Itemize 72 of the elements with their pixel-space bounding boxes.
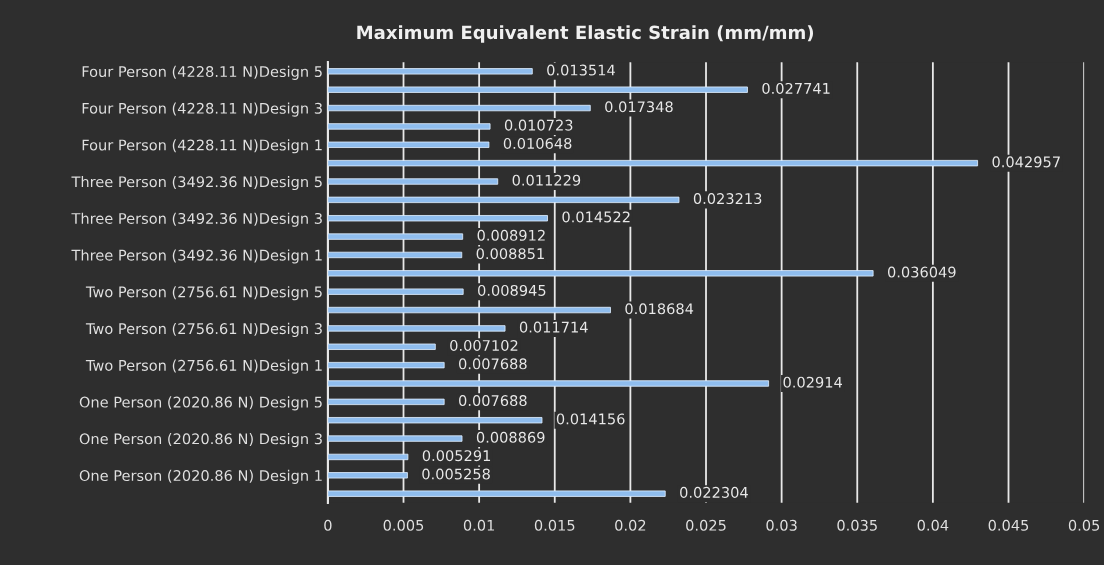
x-tick-label: 0.005 [383, 519, 424, 531]
data-label: 0.010648 [503, 137, 572, 150]
bar [327, 490, 666, 497]
bar [327, 453, 409, 461]
x-tick-label: 0.04 [917, 519, 949, 531]
bar [327, 68, 533, 75]
data-label: 0.005291 [422, 450, 491, 462]
x-tick-label: 0 [324, 519, 332, 531]
bar [327, 270, 874, 277]
bar [327, 104, 591, 112]
x-tick-label: 0.01 [463, 519, 495, 531]
data-label: 0.027741 [762, 82, 830, 94]
y-tick-label: One Person (2020.86 N) Design 3 [79, 433, 322, 448]
bar [327, 472, 408, 479]
data-label: 0.022304 [680, 486, 748, 498]
y-tick-label: Two Person (2756.61 N)Design 5 [85, 286, 322, 301]
data-label: 0.008912 [477, 229, 545, 241]
data-label: 0.017348 [605, 101, 673, 113]
y-tick-label: Four Person (4228.11 N)Design 1 [82, 139, 322, 154]
bar [327, 380, 770, 387]
data-label: 0.014156 [556, 413, 625, 425]
bar [327, 233, 464, 240]
y-tick-label: One Person (2020.86 N) Design 1 [79, 469, 322, 484]
x-tick-label: 0.025 [686, 519, 726, 531]
y-tick-label: Four Person (4228.11 N)Design 3 [82, 102, 322, 117]
data-label: 0.007688 [459, 358, 527, 370]
x-tick-label: 0.035 [837, 519, 877, 531]
data-label: 0.011714 [519, 321, 588, 333]
y-tick-label: Two Person (2756.61 N)Design 3 [85, 322, 322, 337]
y-tick-label: Three Person (3492.36 N)Design 1 [71, 249, 322, 264]
bar [327, 417, 543, 424]
data-label: 0.014522 [562, 211, 630, 223]
bar [327, 361, 445, 369]
data-label: 0.010723 [504, 119, 573, 131]
y-tick-label: Three Person (3492.36 N)Design 3 [71, 212, 322, 227]
chart-title: Maximum Equivalent Elastic Strain (mm/mm) [357, 25, 814, 43]
bar [327, 343, 436, 350]
data-label: 0.007102 [450, 339, 518, 351]
y-tick-label: Three Person (3492.36 N)Design 5 [71, 175, 322, 191]
bar [327, 325, 506, 332]
bar [327, 178, 499, 185]
data-label: 0.011229 [512, 174, 581, 186]
bar [327, 123, 491, 130]
bar [327, 141, 490, 148]
data-label: 0.042957 [992, 156, 1060, 168]
bar [327, 398, 445, 406]
data-label: 0.008851 [476, 248, 544, 260]
x-tick-label: 0.05 [1068, 519, 1100, 531]
data-label: 0.008869 [476, 431, 545, 443]
x-tick-label: 0.015 [534, 519, 575, 531]
bar [327, 159, 979, 167]
data-label: 0.008945 [478, 284, 546, 296]
x-tick-label: 0.03 [766, 519, 797, 531]
data-label: 0.013514 [547, 64, 615, 76]
bar [327, 288, 464, 295]
y-tick-label: Two Person (2756.61 N)Design 1 [85, 359, 322, 374]
bar [327, 306, 611, 314]
bar [327, 215, 548, 222]
data-label: 0.036049 [887, 266, 956, 278]
data-label: 0.023213 [693, 193, 762, 205]
x-tick-label: 0.02 [615, 519, 646, 531]
bar [327, 251, 463, 259]
y-tick-label: One Person (2020.86 N) Design 5 [79, 396, 322, 411]
x-tick-label: 0.045 [988, 519, 1029, 531]
bar [327, 435, 463, 442]
data-label: 0.007688 [459, 395, 527, 407]
data-label: 0.018684 [625, 303, 694, 315]
data-label: 0.02914 [783, 376, 842, 388]
data-label: 0.005258 [422, 468, 490, 480]
bar [327, 86, 748, 93]
y-tick-label: Four Person (4228.11 N)Design 5 [82, 65, 322, 80]
bar [327, 196, 680, 204]
